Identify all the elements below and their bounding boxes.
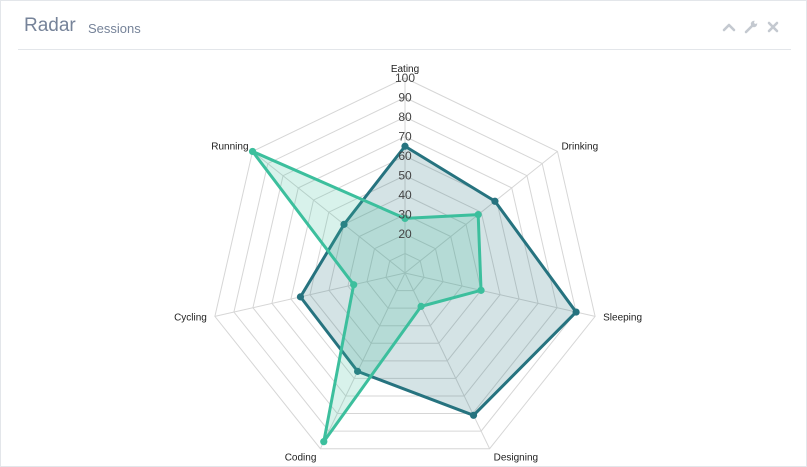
category-label: Eating [391, 64, 419, 75]
grid-ring [252, 116, 558, 415]
series-area-1 [298, 144, 578, 417]
series-1-point [354, 367, 362, 375]
series-1-point [491, 197, 499, 205]
chevron-up-icon[interactable] [721, 19, 737, 35]
grid-ring [328, 194, 482, 344]
series-1-point [340, 220, 348, 228]
panel-header: Radar Sessions [18, 1, 791, 50]
category-label: Designing [494, 453, 538, 464]
radar-chart: 20 30 40 50 60 70 80 90 100 Eating Drinking Sleepin… [1, 50, 806, 466]
tick-label: 50 [398, 169, 412, 183]
grid-ring [214, 77, 596, 450]
tick-label: 30 [398, 208, 412, 222]
series-2-point [474, 211, 482, 219]
category-label: Sleeping [603, 312, 642, 323]
grid-ring [385, 252, 425, 292]
grid-spoke [404, 272, 491, 449]
series-1-point [296, 293, 305, 301]
series-area-2 [251, 149, 483, 444]
tick-label: 70 [398, 130, 412, 144]
grid-ring [309, 174, 501, 362]
series-2-point [350, 281, 358, 289]
panel-title: Radar [24, 15, 76, 36]
series-1-point [469, 411, 478, 419]
series-2-point [320, 438, 328, 446]
panel-toolbar [721, 19, 781, 35]
grid-spoke [319, 272, 406, 449]
grid-ring [233, 96, 577, 432]
series-2-point [477, 286, 485, 294]
category-label: Drinking [561, 141, 598, 152]
series-2-point [401, 214, 409, 222]
wrench-icon[interactable] [743, 19, 759, 35]
category-label: Coding [285, 453, 317, 464]
grid-spoke [404, 151, 558, 274]
category-label: Running [211, 141, 248, 152]
grid-spoke [404, 272, 596, 317]
grid-spoke [214, 272, 406, 317]
close-icon[interactable] [765, 19, 781, 35]
grid-spoke [252, 151, 406, 274]
tick-label: 90 [398, 91, 412, 105]
series-1-point [401, 142, 409, 150]
grid-ring [347, 213, 463, 327]
grid-ring [290, 155, 520, 379]
series-2-point [417, 302, 425, 310]
grid-ring [366, 233, 444, 309]
tick-label: 40 [398, 188, 412, 202]
series-1-point [572, 308, 580, 316]
tick-label: 60 [398, 149, 412, 163]
tick-label: 80 [398, 110, 412, 124]
panel-subtitle: Sessions [88, 21, 141, 36]
category-label: Cycling [174, 312, 207, 323]
tick-label: 20 [398, 227, 412, 241]
series-2-point [248, 147, 257, 156]
tick-label: 100 [395, 71, 415, 85]
